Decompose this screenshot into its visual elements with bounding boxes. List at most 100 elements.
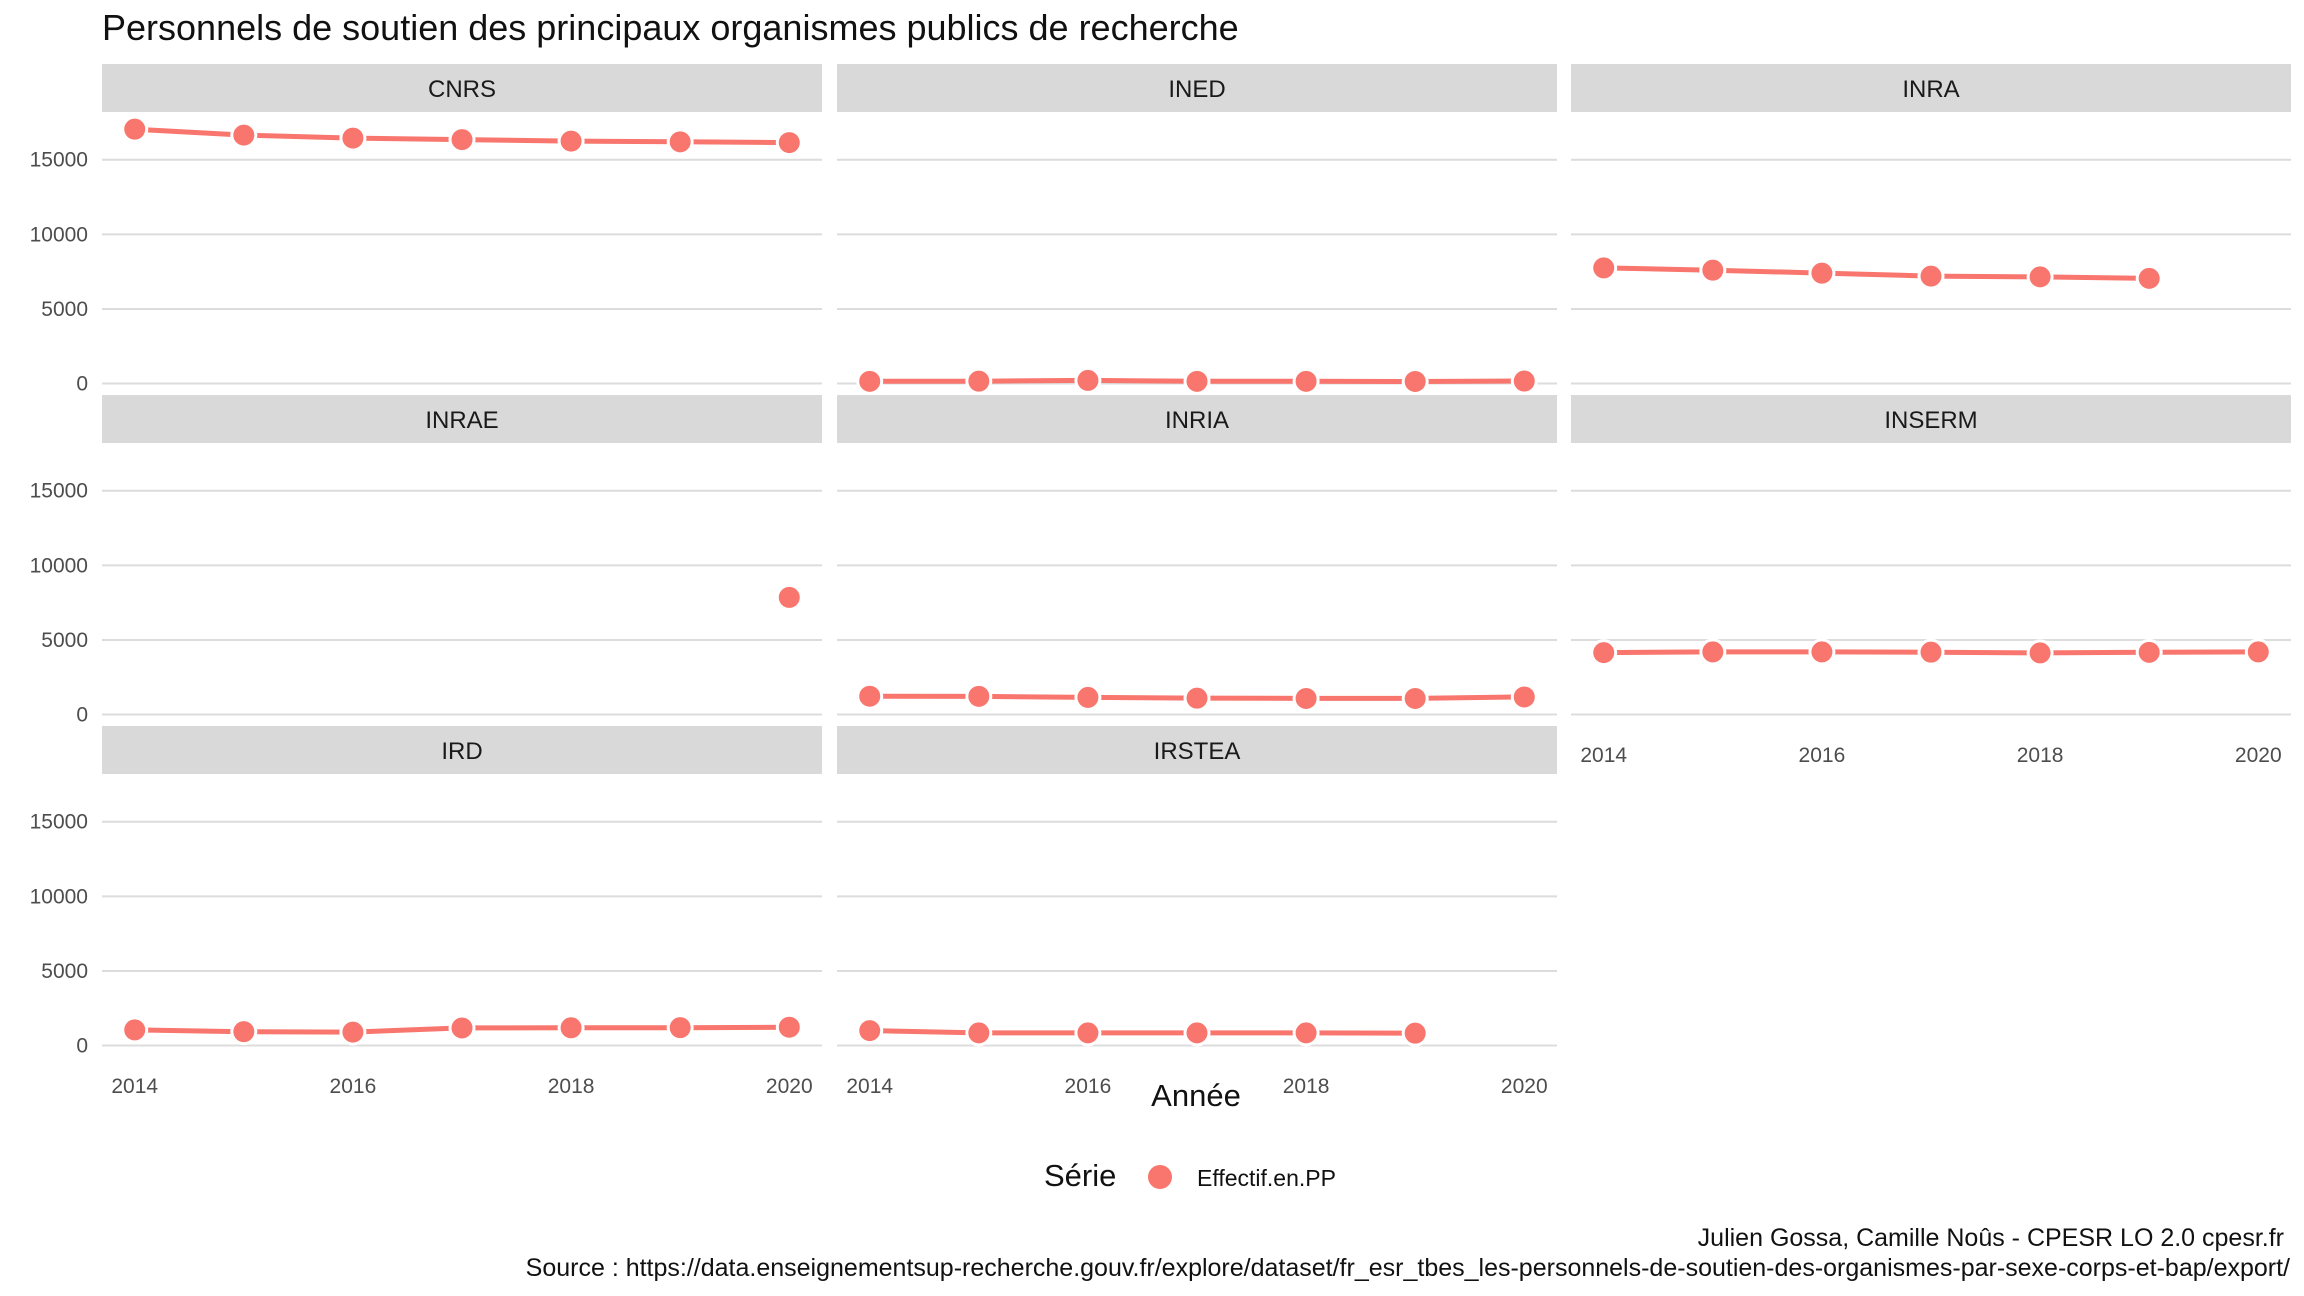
y-tick-label: 10000: [30, 223, 88, 246]
data-point: [1074, 1019, 1102, 1047]
data-point: [2026, 263, 2054, 291]
legend: Série Effectif.en.PP: [1044, 1158, 1336, 1193]
data-point: [856, 682, 884, 710]
data-point: [1074, 683, 1102, 711]
data-point: [2135, 638, 2163, 666]
facet-strip-label: IRD: [441, 738, 482, 765]
facet-strip-label: INSERM: [1884, 407, 1977, 434]
y-tick-label: 15000: [30, 811, 88, 834]
x-tick-label: 2016: [330, 1075, 377, 1098]
facet-strip: [837, 395, 1557, 443]
data-point: [121, 1016, 149, 1044]
data-point: [2244, 638, 2272, 666]
facet-inria: INRIA: [837, 395, 1557, 716]
data-point: [2026, 639, 2054, 667]
data-point: [965, 1019, 993, 1047]
data-point: [448, 1014, 476, 1042]
facet-ird: IRD 0 5000 10000 15000 2014 2016 2018 2020: [30, 726, 822, 1098]
data-point: [230, 1018, 258, 1046]
data-point: [856, 1017, 884, 1045]
data-point: [121, 115, 149, 143]
data-point: [1699, 256, 1727, 284]
chart-title: Personnels de soutien des principaux org…: [102, 7, 1239, 48]
data-point: [1699, 638, 1727, 666]
data-point: [1808, 638, 1836, 666]
data-point: [965, 367, 993, 395]
facet-strip-label: IRSTEA: [1154, 738, 1241, 765]
facet-strip-label: INRA: [1902, 76, 1959, 103]
x-tick-label: 2020: [1501, 1075, 1548, 1098]
facet-strip: [837, 64, 1557, 112]
facet-irstea: IRSTEA 2014 2016 2018 2020: [837, 726, 1557, 1098]
x-tick-label: 2018: [548, 1075, 595, 1098]
data-point: [1401, 1019, 1429, 1047]
x-tick-label: 2020: [766, 1075, 813, 1098]
data-point: [965, 682, 993, 710]
x-tick-label: 2018: [2017, 744, 2064, 767]
data-point: [1917, 638, 1945, 666]
data-point: [1292, 367, 1320, 395]
facet-inrae: INRAE 0 5000 10000 15000: [30, 395, 822, 727]
x-tick-label: 2014: [846, 1075, 893, 1098]
x-axis-title: Année: [1151, 1078, 1241, 1113]
x-tick-label: 2016: [1799, 744, 1846, 767]
data-point: [1183, 367, 1211, 395]
x-tick-label: 2014: [1580, 744, 1627, 767]
facet-strip-label: INRAE: [425, 407, 498, 434]
y-tick-label: 15000: [30, 480, 88, 503]
data-point: [230, 121, 258, 149]
facet-strip: [102, 726, 822, 774]
facet-strip: [102, 395, 822, 443]
caption-authors: Julien Gossa, Camille Noûs - CPESR LO 2.…: [1698, 1224, 2284, 1252]
series-line: [1603, 265, 2150, 281]
data-point: [557, 1014, 585, 1042]
y-tick-label: 0: [76, 1035, 88, 1058]
facet-strip: [102, 64, 822, 112]
data-point: [1510, 367, 1538, 395]
facet-strip-label: INRIA: [1165, 407, 1229, 434]
facet-strip: [1571, 64, 2291, 112]
data-point: [856, 367, 884, 395]
facet-strip-label: CNRS: [428, 76, 496, 103]
x-tick-label: 2016: [1065, 1075, 1112, 1098]
y-tick-label: 5000: [41, 298, 88, 321]
y-tick-label: 0: [76, 373, 88, 396]
data-point: [775, 129, 803, 157]
y-tick-label: 5000: [41, 960, 88, 983]
data-point: [1590, 639, 1618, 667]
data-point: [775, 1013, 803, 1041]
y-tick-label: 10000: [30, 554, 88, 577]
y-tick-label: 0: [76, 704, 88, 727]
y-tick-label: 5000: [41, 629, 88, 652]
caption-source: Source : https://data.enseignementsup-re…: [526, 1254, 2290, 1282]
data-point: [1401, 367, 1429, 395]
facet-inra: INRA: [1571, 64, 2291, 385]
data-point: [1917, 262, 1945, 290]
data-point: [448, 126, 476, 154]
y-tick-label: 15000: [30, 149, 88, 172]
facet-strip-label: INED: [1168, 76, 1225, 103]
data-point: [1074, 366, 1102, 394]
data-point: [1590, 254, 1618, 282]
data-point: [339, 124, 367, 152]
data-point: [775, 583, 803, 611]
series-line: [869, 1028, 1416, 1036]
y-tick-label: 10000: [30, 885, 88, 908]
legend-title: Série: [1044, 1158, 1116, 1193]
data-point: [666, 128, 694, 156]
data-point: [1401, 684, 1429, 712]
facet-cnrs: CNRS 0 5000 10000 15000: [30, 64, 822, 396]
data-point: [2135, 264, 2163, 292]
data-point: [557, 127, 585, 155]
x-tick-label: 2020: [2235, 744, 2282, 767]
data-point: [1808, 259, 1836, 287]
x-tick-label: 2018: [1283, 1075, 1330, 1098]
legend-key-point: [1148, 1165, 1172, 1189]
data-point: [339, 1018, 367, 1046]
data-point: [1510, 683, 1538, 711]
data-point: [1183, 684, 1211, 712]
data-point: [666, 1014, 694, 1042]
data-point: [1183, 1019, 1211, 1047]
facet-ined: INED: [837, 64, 1557, 395]
facet-panels: CNRS 0 5000 10000 15000 INED INRA INRAE 0 5000 100…: [30, 64, 2291, 1098]
